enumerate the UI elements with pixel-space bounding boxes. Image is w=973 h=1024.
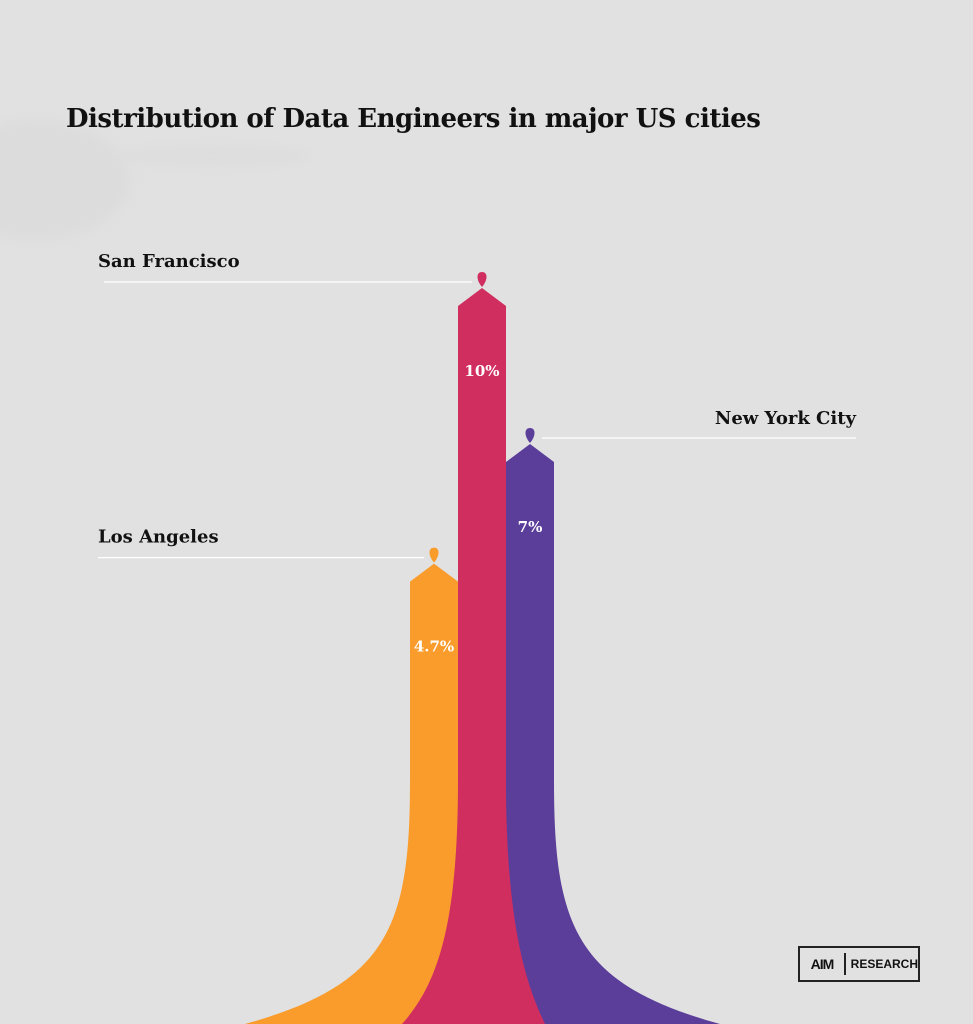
pin-marker-new-york-city bbox=[525, 428, 535, 443]
city-label-los-angeles: Los Angeles bbox=[98, 527, 219, 548]
value-label-san-francisco: 10% bbox=[464, 362, 499, 380]
logo-mark: AIM bbox=[810, 956, 835, 972]
bar-new-york-city bbox=[501, 444, 720, 1024]
bar-los-angeles bbox=[245, 563, 468, 1024]
pin-marker-san-francisco bbox=[477, 272, 487, 287]
background-decoration-streak bbox=[120, 145, 310, 167]
aim-research-logo: AIM RESEARCH bbox=[798, 946, 920, 982]
logo-text: RESEARCH bbox=[850, 957, 918, 971]
pin-marker-los-angeles bbox=[429, 547, 439, 563]
bar-san-francisco bbox=[402, 288, 545, 1024]
value-label-new-york-city: 7% bbox=[518, 518, 543, 536]
city-label-new-york-city: New York City bbox=[715, 408, 857, 429]
logo-divider bbox=[843, 953, 846, 975]
city-label-san-francisco: San Francisco bbox=[98, 251, 240, 272]
chart-title: Distribution of Data Engineers in major … bbox=[66, 104, 761, 134]
value-label-los-angeles: 4.7% bbox=[414, 638, 454, 656]
